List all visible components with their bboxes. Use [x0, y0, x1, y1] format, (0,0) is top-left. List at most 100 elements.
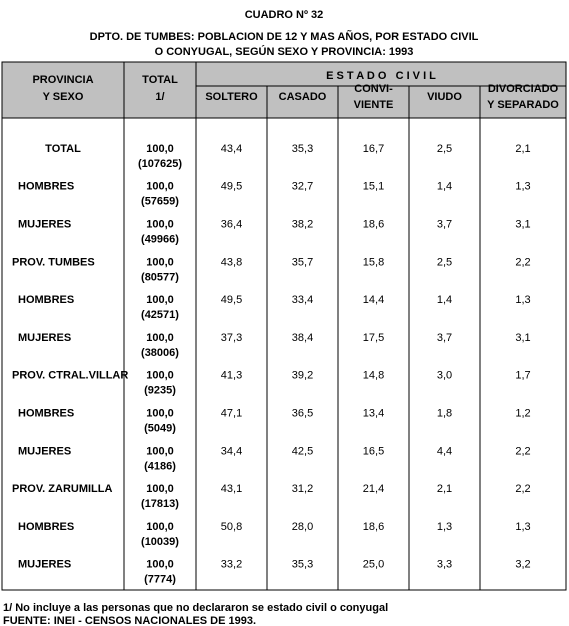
cell-value: 14,4 [363, 294, 384, 306]
row-label: HOMBRES [18, 294, 74, 306]
column-header: SOLTERO [205, 91, 258, 103]
cell-value: 3,2 [515, 559, 530, 571]
cell-value: 42,5 [292, 445, 313, 457]
cell-value: 1,3 [515, 181, 530, 193]
cell-total: 100,0 [146, 219, 174, 231]
column-header: VIUDO [427, 91, 462, 103]
cell-value: 41,3 [221, 370, 242, 382]
cell-value: 38,4 [292, 332, 313, 344]
row-label: PROV. TUMBES [12, 256, 95, 268]
cell-value: 1,3 [437, 521, 452, 533]
column-header: 1/ [155, 91, 164, 103]
cell-value: 1,8 [437, 408, 452, 420]
cell-count: (38006) [141, 347, 179, 359]
row-label: MUJERES [18, 445, 71, 457]
cell-value: 1,2 [515, 408, 530, 420]
row-label: HOMBRES [18, 521, 74, 533]
cell-value: 2,5 [437, 256, 452, 268]
cell-value: 3,0 [437, 370, 452, 382]
cell-value: 33,2 [221, 559, 242, 571]
cell-total: 100,0 [146, 408, 174, 420]
cell-total: 100,0 [146, 143, 174, 155]
cell-total: 100,0 [146, 559, 174, 571]
cell-value: 2,5 [437, 143, 452, 155]
cell-value: 15,8 [363, 256, 384, 268]
cell-value: 3,7 [437, 332, 452, 344]
group-header: E S T A D O C I V I L [326, 70, 436, 82]
row-label: PROV. CTRAL.VILLAR [12, 370, 128, 382]
cell-count: (49966) [141, 234, 179, 246]
cell-total: 100,0 [146, 521, 174, 533]
cell-count: (57659) [141, 196, 179, 208]
cell-total: 100,0 [146, 256, 174, 268]
cell-total: 100,0 [146, 294, 174, 306]
cell-value: 4,4 [437, 445, 452, 457]
column-header: CASADO [279, 91, 327, 103]
cell-value: 18,6 [363, 219, 384, 231]
column-header: DIVORCIADO [488, 83, 559, 95]
cell-value: 28,0 [292, 521, 313, 533]
row-label: HOMBRES [18, 408, 74, 420]
cell-value: 33,4 [292, 294, 313, 306]
cell-value: 35,7 [292, 256, 313, 268]
cell-count: (17813) [141, 498, 179, 510]
cell-value: 2,2 [515, 483, 530, 495]
column-header: CONVI- [354, 83, 393, 95]
subtitle: O CONYUGAL, SEGÚN SEXO Y PROVINCIA: 1993 [155, 45, 414, 58]
cell-value: 21,4 [363, 483, 384, 495]
column-header: TOTAL [142, 74, 178, 86]
cell-total: 100,0 [146, 483, 174, 495]
row-label: HOMBRES [18, 181, 74, 193]
cell-value: 1,3 [515, 294, 530, 306]
cell-count: (7774) [144, 574, 176, 586]
cell-value: 25,0 [363, 559, 384, 571]
cell-value: 50,8 [221, 521, 242, 533]
cell-value: 16,7 [363, 143, 384, 155]
cell-value: 15,1 [363, 181, 384, 193]
cell-value: 13,4 [363, 408, 384, 420]
cell-count: (5049) [144, 423, 176, 435]
cell-value: 49,5 [221, 294, 242, 306]
cell-value: 31,2 [292, 483, 313, 495]
cell-count: (9235) [144, 385, 176, 397]
cell-value: 35,3 [292, 559, 313, 571]
cell-value: 2,2 [515, 445, 530, 457]
cell-value: 38,2 [292, 219, 313, 231]
cell-value: 1,7 [515, 370, 530, 382]
cell-value: 14,8 [363, 370, 384, 382]
cell-count: (42571) [141, 309, 179, 321]
column-header: PROVINCIA [32, 74, 93, 86]
cell-count: (10039) [141, 536, 179, 548]
cell-value: 16,5 [363, 445, 384, 457]
cell-count: (4186) [144, 460, 176, 472]
column-header: VIENTE [354, 99, 394, 111]
column-header: Y SEXO [43, 91, 84, 103]
cell-value: 18,6 [363, 521, 384, 533]
cell-value: 2,1 [515, 143, 530, 155]
cell-value: 17,5 [363, 332, 384, 344]
cell-value: 2,2 [515, 256, 530, 268]
cell-value: 3,1 [515, 332, 530, 344]
cell-total: 100,0 [146, 370, 174, 382]
row-label: MUJERES [18, 219, 71, 231]
column-header: Y SEPARADO [487, 99, 559, 111]
title: CUADRO Nº 32 [245, 9, 324, 21]
row-label: PROV. ZARUMILLA [12, 483, 112, 495]
cell-value: 3,7 [437, 219, 452, 231]
footnote: 1/ No incluye a las personas que no decl… [3, 602, 388, 614]
cell-value: 2,1 [437, 483, 452, 495]
cell-count: (80577) [141, 271, 179, 283]
cell-value: 3,1 [515, 219, 530, 231]
source: FUENTE: INEI - CENSOS NACIONALES DE 1993… [3, 615, 256, 626]
row-label: TOTAL [45, 143, 81, 155]
cell-value: 37,3 [221, 332, 242, 344]
cell-value: 47,1 [221, 408, 242, 420]
cell-value: 1,3 [515, 521, 530, 533]
cell-value: 34,4 [221, 445, 242, 457]
subtitle: DPTO. DE TUMBES: POBLACION DE 12 Y MAS A… [90, 30, 479, 43]
cell-value: 43,8 [221, 256, 242, 268]
cell-value: 3,3 [437, 559, 452, 571]
cell-value: 35,3 [292, 143, 313, 155]
header-background [2, 62, 566, 118]
